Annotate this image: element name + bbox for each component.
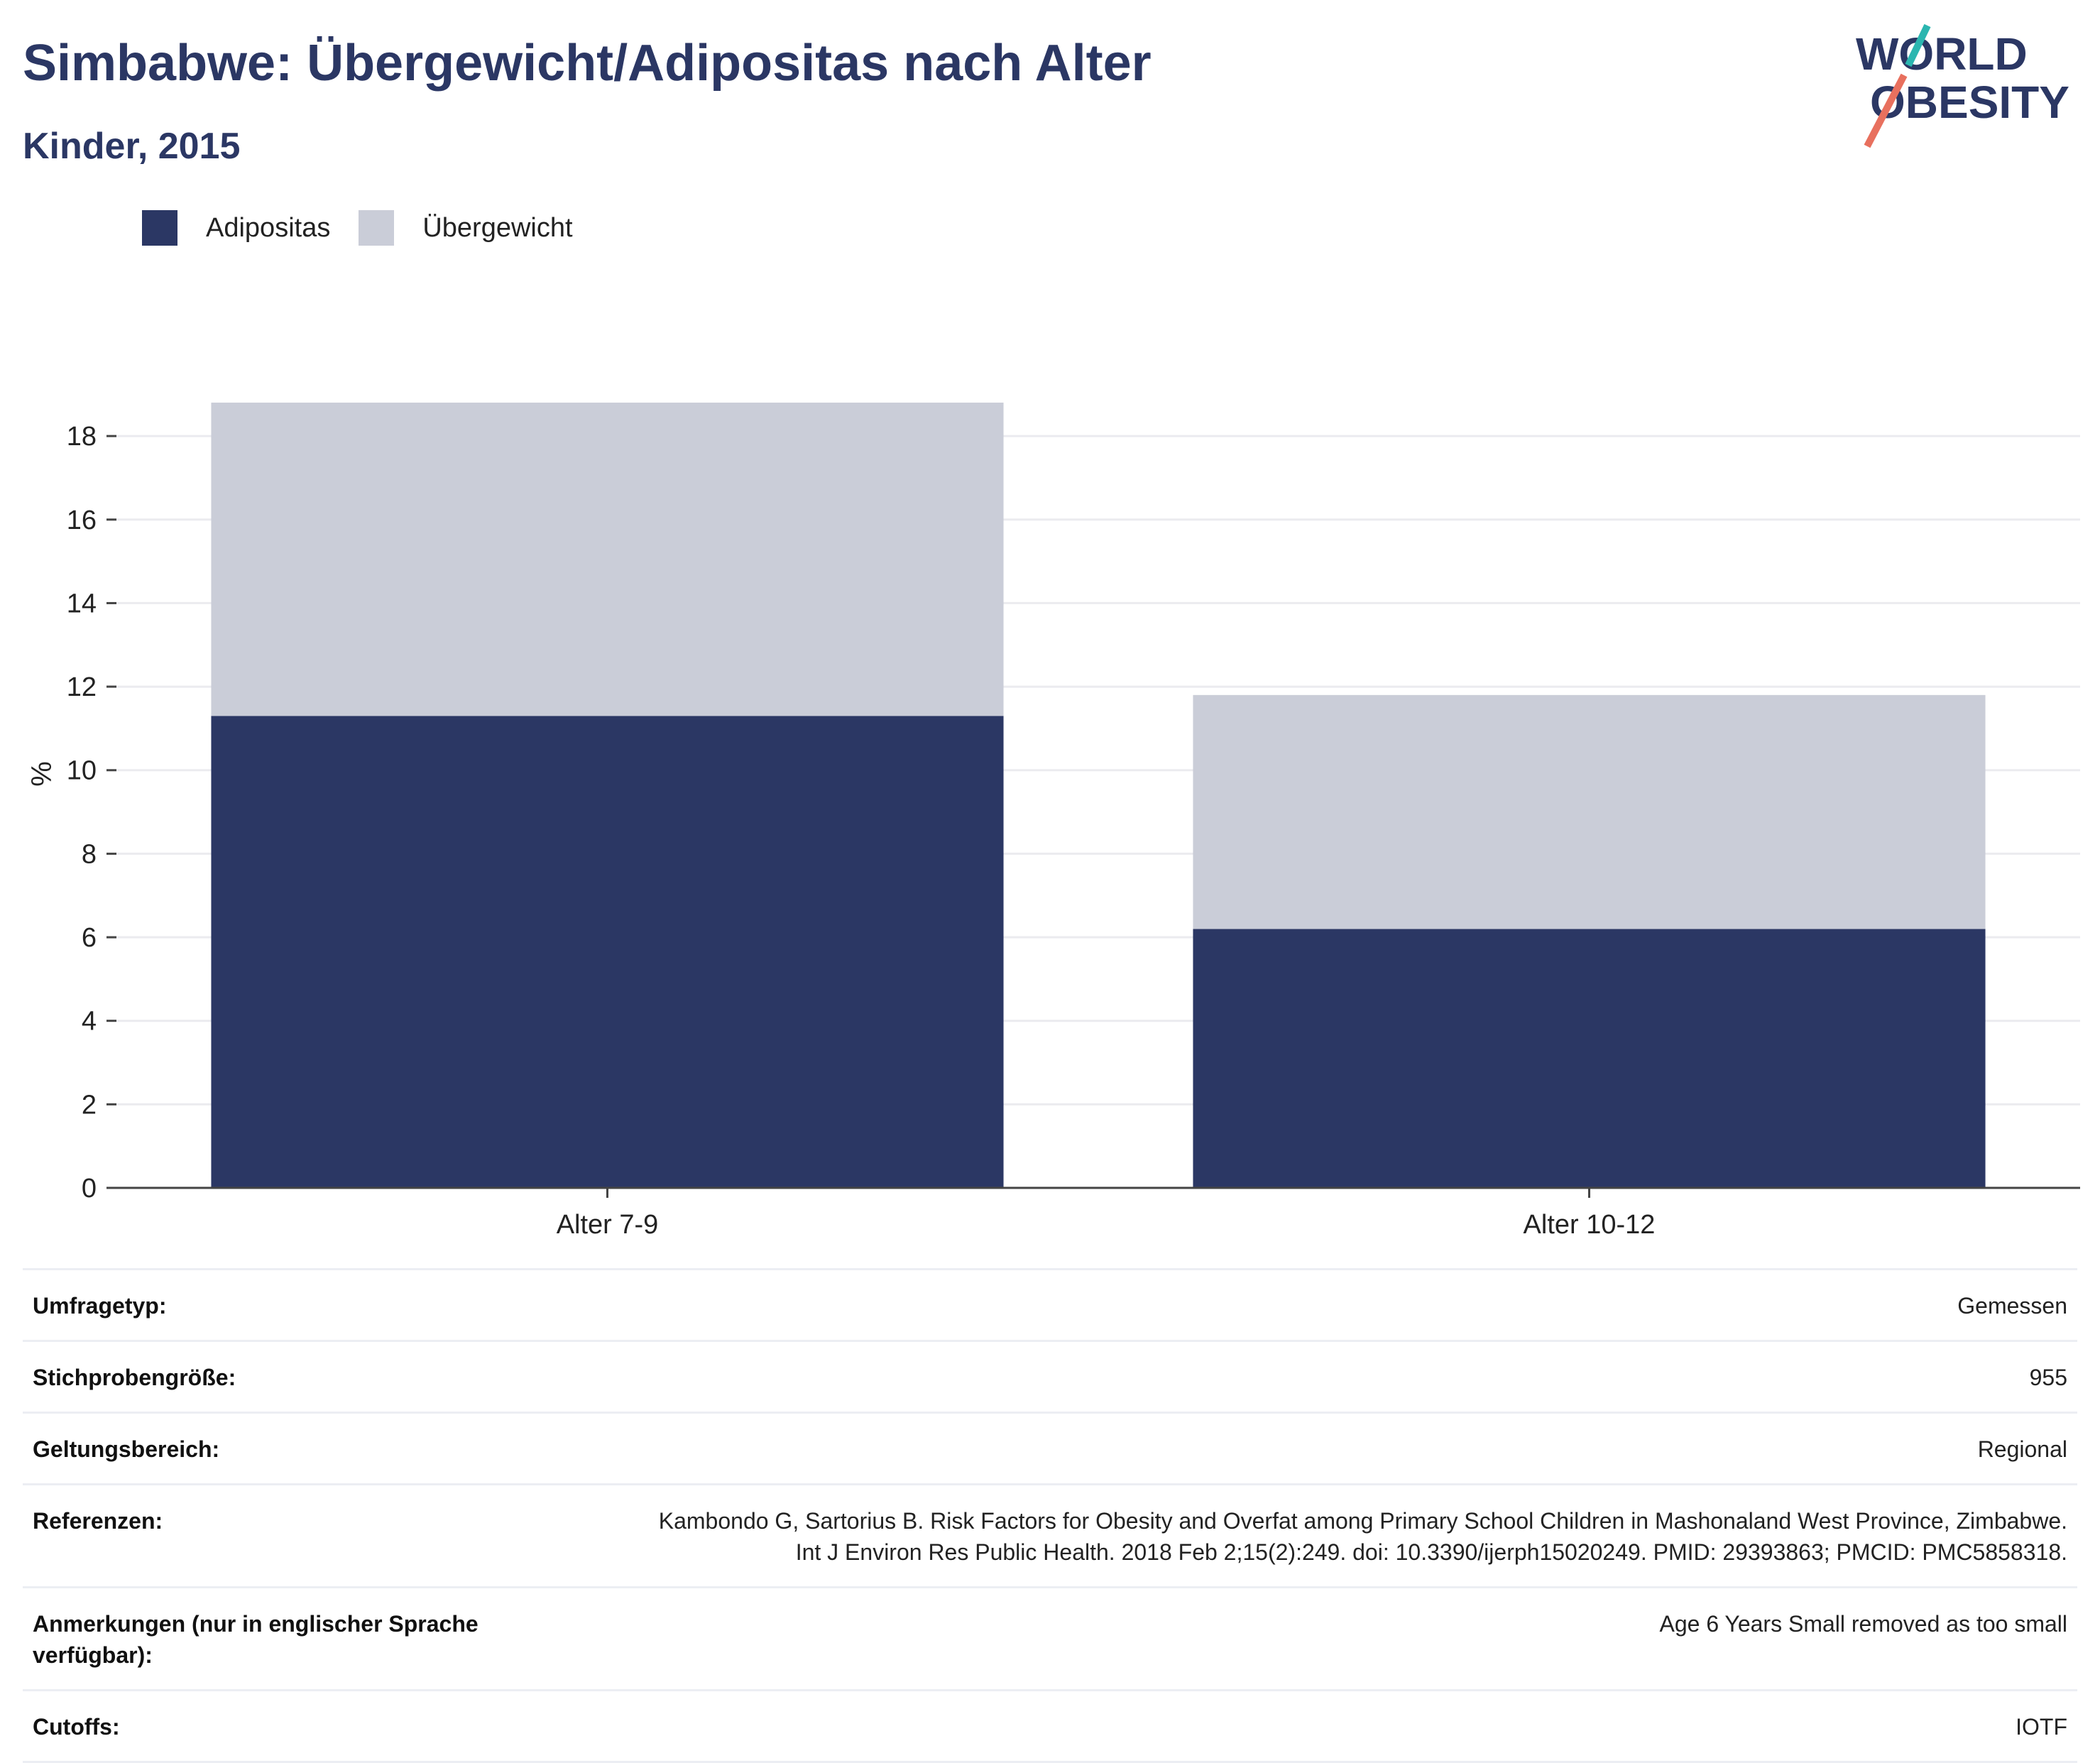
x-tick-labels: Alter 7-9 Alter 10-12 [557, 1188, 1656, 1240]
meta-value: Gemessen [1957, 1293, 2067, 1319]
bar-obesity-1[interactable] [211, 716, 1004, 1188]
legend-swatch-obesity [142, 210, 177, 246]
meta-value: Age 6 Years Small removed as too small [1659, 1611, 2067, 1637]
meta-key: Cutoffs: [33, 1714, 120, 1740]
meta-value: Kambondo G, Sartorius B. Risk Factors fo… [658, 1508, 2067, 1565]
meta-key: Geltungsbereich: [33, 1436, 220, 1462]
stacked-bar-chart: 0 2 4 6 8 10 12 14 16 18 Alter 7-9 Alter 10-12 % [26, 403, 2080, 1240]
meta-row-survey-type: Umfragetyp: Gemessen [23, 1270, 2077, 1342]
y-tick-label: 18 [67, 422, 97, 452]
bar-obesity-2[interactable] [1193, 929, 1986, 1188]
bars [211, 403, 1986, 1188]
y-tick-labels: 0 2 4 6 8 10 12 14 16 18 [67, 422, 116, 1203]
legend-item-overweight[interactable]: Übergewicht [359, 210, 573, 246]
y-tick-label: 14 [67, 589, 97, 618]
logo-line2: OBESITY [1870, 77, 2069, 128]
y-tick-label: 16 [67, 506, 97, 535]
chart-subtitle: Kinder, 2015 [23, 126, 241, 167]
y-tick-label: 12 [67, 672, 97, 702]
logo-coral-stroke [1864, 73, 1908, 148]
meta-row-references: Referenzen: Kambondo G, Sartorius B. Ris… [23, 1485, 2077, 1588]
legend-label-obesity: Adipositas [206, 212, 331, 243]
chart-title: Simbabwe: Übergewicht/Adipositas nach Al… [23, 35, 1152, 92]
meta-key: Umfragetyp: [33, 1293, 167, 1319]
x-tick-label: Alter 7-9 [557, 1210, 659, 1240]
meta-row-scope: Geltungsbereich: Regional [23, 1414, 2077, 1485]
logo-line1: WORLD [1856, 28, 2028, 80]
meta-key: Referenzen: [33, 1508, 163, 1534]
y-tick-label: 0 [82, 1174, 97, 1203]
legend: Adipositas Übergewicht [142, 210, 601, 246]
meta-row-sample-size: Stichprobengröße: 955 [23, 1342, 2077, 1414]
meta-value: Regional [1977, 1436, 2067, 1462]
meta-row-notes: Anmerkungen (nur in englischer Sprache v… [23, 1588, 2077, 1691]
y-tick-label: 2 [82, 1090, 97, 1120]
world-obesity-logo: WORLD OBESITY [1856, 23, 2069, 148]
y-axis-title: % [26, 761, 58, 787]
x-tick-label: Alter 10-12 [1524, 1210, 1656, 1240]
meta-key: Anmerkungen (nur in englischer Sprache v… [33, 1611, 478, 1668]
y-tick-label: 6 [82, 923, 97, 953]
meta-key: Stichprobengröße: [33, 1365, 236, 1390]
y-tick-label: 8 [82, 839, 97, 869]
y-tick-label: 10 [67, 756, 97, 786]
legend-item-obesity[interactable]: Adipositas [142, 210, 330, 246]
meta-row-cutoffs: Cutoffs: IOTF [23, 1691, 2077, 1763]
y-tick-label: 4 [82, 1007, 97, 1037]
legend-swatch-overweight [359, 210, 395, 246]
metadata-table: Umfragetyp: Gemessen Stichprobengröße: 9… [23, 1268, 2077, 1763]
logo-teal-stroke [1905, 23, 1931, 67]
bar-overweight-2[interactable] [1193, 694, 1986, 929]
legend-label-overweight: Übergewicht [422, 212, 573, 243]
bar-overweight-1[interactable] [211, 403, 1004, 716]
meta-value: IOTF [2016, 1714, 2067, 1740]
meta-value: 955 [2029, 1365, 2067, 1390]
